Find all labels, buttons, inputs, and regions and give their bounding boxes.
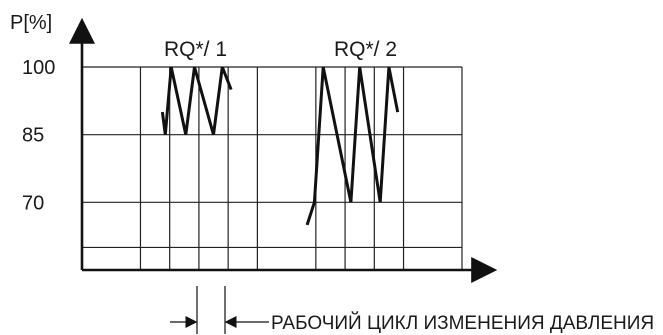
cycle-annotation: РАБОЧИЙ ЦИКЛ ИЗМЕНЕНИЯ ДАВЛЕНИЯ — [170, 286, 654, 334]
series-label-1: RQ*/ 1 — [164, 38, 227, 61]
y-tick-label-100: 100 — [22, 57, 55, 79]
chart-series — [160, 66, 400, 226]
chart-labels: P[%] RQ*/ 1 RQ*/ 2 — [10, 12, 397, 61]
chart-grid — [82, 66, 463, 270]
chart-axes — [69, 17, 498, 283]
y-axis-label: P[%] — [10, 12, 52, 34]
cycle-annotation-text: РАБОЧИЙ ЦИКЛ ИЗМЕНЕНИЯ ДАВЛЕНИЯ — [271, 312, 654, 334]
series-line-2 — [305, 66, 400, 226]
y-tick-label-85: 85 — [22, 125, 44, 147]
y-axis-ticks: 100 85 70 — [22, 57, 55, 214]
series-line-1 — [160, 66, 233, 136]
y-tick-label-70: 70 — [22, 192, 44, 214]
series-label-2: RQ*/ 2 — [334, 38, 397, 61]
